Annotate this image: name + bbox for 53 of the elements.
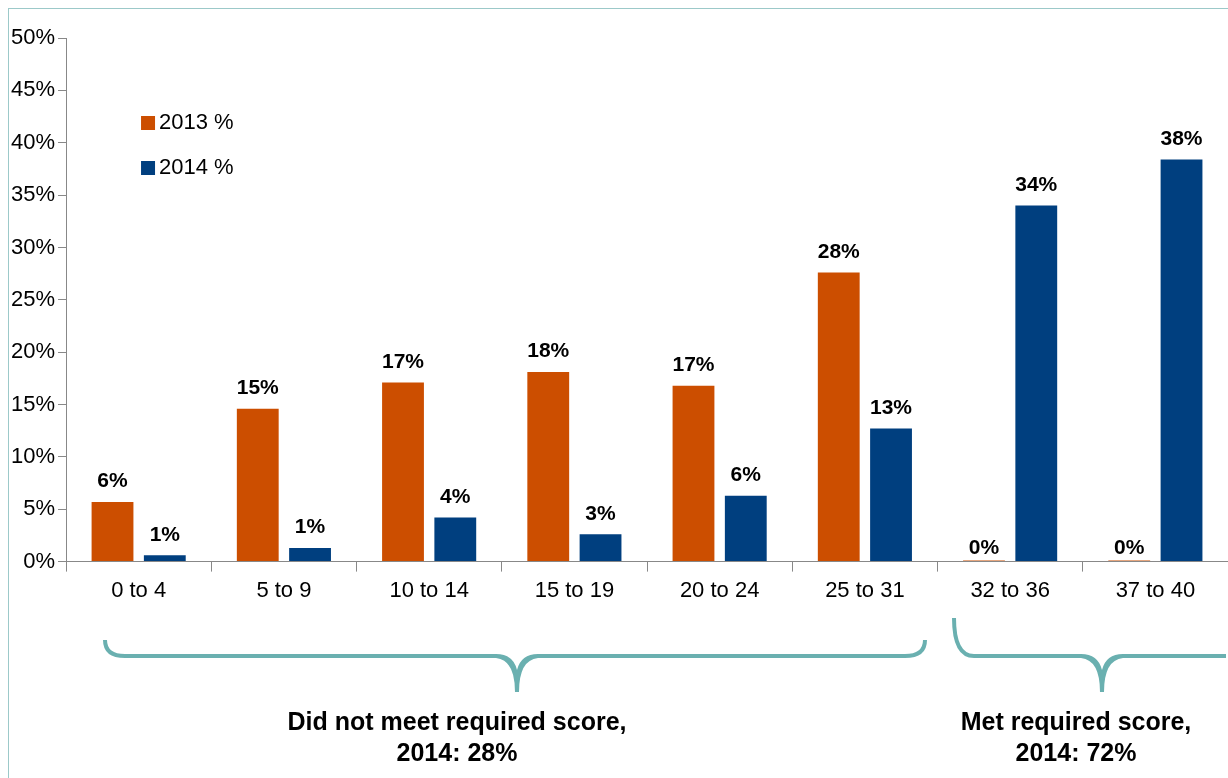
y-tick-label: 25% (10, 285, 56, 311)
x-tick-label: 10 to 14 (389, 576, 469, 602)
legend-label: 2013 % (159, 109, 234, 135)
bar (817, 272, 860, 562)
bar (724, 495, 767, 562)
y-tick-label: 40% (10, 128, 56, 154)
x-tick-label: 25 to 31 (825, 576, 905, 602)
data-label: 3% (585, 500, 617, 524)
bar (236, 408, 279, 562)
y-tick-label: 15% (10, 390, 56, 416)
bar (1160, 159, 1203, 562)
data-label: 18% (527, 338, 570, 362)
bar (382, 382, 424, 562)
data-label: 0% (968, 534, 1000, 558)
data-label: 15% (236, 375, 280, 399)
data-label: 13% (870, 394, 913, 418)
data-label: 28% (817, 238, 861, 262)
text: Did not meet required score, 2014: 28% (258, 700, 656, 774)
y-tick-label: 45% (10, 76, 56, 102)
bar (672, 385, 715, 562)
bar (579, 534, 622, 562)
bar (289, 547, 331, 562)
data-label: 0% (1114, 534, 1145, 558)
y-tick-label: 20% (10, 338, 56, 364)
x-tick-label: 20 to 24 (679, 576, 760, 602)
data-label: 6% (97, 468, 129, 492)
x-tick-label: 37 to 40 (1115, 576, 1196, 602)
y-tick-label: 5% (23, 495, 56, 521)
bar (870, 428, 912, 562)
data-label: 38% (1160, 125, 1203, 149)
y-tick-label: 35% (10, 181, 56, 207)
x-tick-label: 15 to 19 (534, 576, 615, 602)
x-tick-label: 32 to 36 (970, 576, 1050, 602)
legend-label: 2014 % (159, 154, 234, 180)
text: Met required score, 2014: 72% (922, 700, 1228, 774)
bar (143, 555, 186, 562)
bar (434, 517, 477, 562)
data-label: 6% (730, 461, 762, 485)
bar (527, 372, 570, 562)
data-label: 34% (1015, 171, 1058, 195)
data-label: 17% (381, 348, 425, 372)
data-label: 4% (440, 483, 471, 507)
y-tick-label: 30% (10, 233, 56, 259)
y-tick-label: 50% (10, 24, 56, 50)
x-tick-label: 5 to 9 (256, 576, 312, 602)
x-tick-label: 0 to 4 (111, 576, 167, 602)
y-tick-label: 10% (10, 442, 56, 468)
bar (1015, 205, 1058, 562)
y-tick-label: 0% (23, 547, 56, 573)
data-label: 1% (294, 514, 326, 538)
data-label: 17% (672, 351, 715, 375)
bar (91, 501, 134, 562)
data-label: 1% (149, 521, 181, 545)
